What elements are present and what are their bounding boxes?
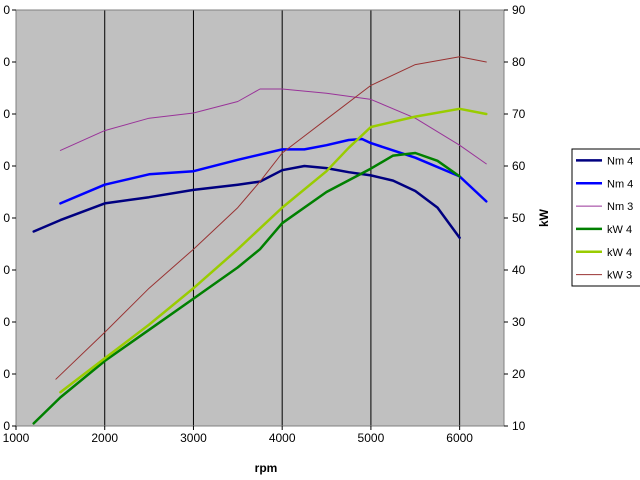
left-y-tick-label: 0	[3, 107, 10, 121]
right-y-axis-title: kW	[537, 208, 551, 227]
left-y-tick-label: 0	[3, 367, 10, 381]
legend-label: kW 4	[607, 247, 632, 259]
legend: Nm 4 Nm 4 Nm 3 kW 4 kW 4 kW 3	[571, 148, 640, 287]
left-y-tick-label: 0	[3, 263, 10, 277]
legend-box	[571, 148, 640, 287]
series-line-6	[55, 56, 487, 380]
right-y-tick-label: 80	[512, 55, 526, 69]
x-tick-label: 6000	[446, 431, 473, 445]
right-y-tick-label: 30	[512, 315, 526, 329]
right-y-tick-label: 10	[512, 419, 526, 433]
series-line-1	[32, 164, 461, 240]
legend-label: kW 4	[607, 224, 632, 236]
left-y-tick-label: 0	[3, 211, 10, 225]
vertical-gridlines	[104, 10, 461, 426]
x-tick-label: 5000	[358, 431, 385, 445]
series-line-3	[59, 88, 487, 165]
left-y-tick-label: 0	[3, 315, 10, 329]
right-y-tick-label: 50	[512, 211, 526, 225]
x-tick-label: 4000	[269, 431, 296, 445]
left-y-tick-label: 0	[3, 159, 10, 173]
x-tick-label: 3000	[180, 431, 207, 445]
left-y-tick-label: 0	[3, 55, 10, 69]
series-line-4	[32, 151, 461, 425]
legend-label: Nm 4	[607, 178, 633, 190]
legend-label: kW 3	[607, 270, 632, 282]
series-line-5	[59, 107, 488, 394]
series-line-2	[59, 137, 488, 205]
series-layer	[32, 56, 488, 425]
x-axis-title: rpm	[255, 461, 278, 475]
legend-label: Nm 3	[607, 201, 633, 213]
plot-area	[16, 10, 504, 426]
x-tick-label: 2000	[91, 431, 118, 445]
left-y-axis-ticks: 0 0 0 0 0 0 0 0 0	[3, 3, 16, 433]
x-axis-ticks: 1000 2000 3000 4000 5000 6000	[3, 426, 473, 445]
right-y-tick-label: 60	[512, 159, 526, 173]
x-tick-label: 1000	[3, 431, 30, 445]
right-y-tick-label: 70	[512, 107, 526, 121]
right-y-axis-ticks: 10 20 30 40 50 60 70 80 90	[504, 3, 526, 433]
right-y-tick-label: 40	[512, 263, 526, 277]
left-y-tick-label: 0	[3, 419, 10, 433]
right-y-tick-label: 20	[512, 367, 526, 381]
legend-label: Nm 4	[607, 155, 633, 167]
right-y-tick-label: 90	[512, 3, 526, 17]
left-y-tick-label: 0	[3, 3, 10, 17]
